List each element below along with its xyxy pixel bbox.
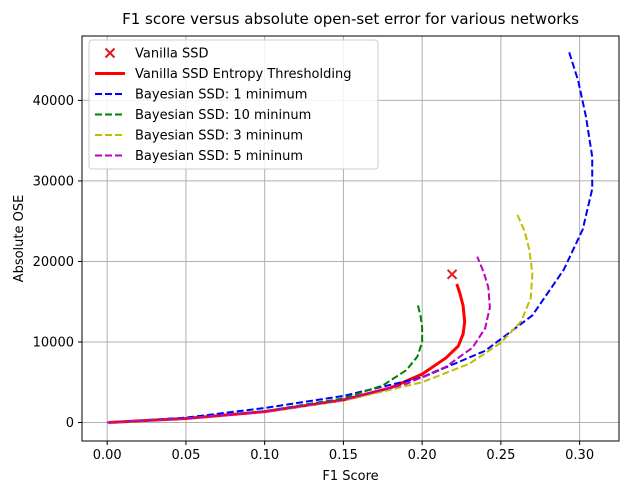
legend-label: Bayesian SSD: 5 mininum	[135, 149, 303, 164]
chart-title: F1 score versus absolute open-set error …	[122, 10, 579, 28]
legend-label: Bayesian SSD: 1 minimum	[135, 88, 307, 103]
series-layer	[107, 50, 594, 424]
legend-item: Vanilla SSD Entropy Thresholding	[95, 67, 351, 82]
legend-item: Vanilla SSD	[104, 47, 209, 62]
x-tick-label: 0.00	[93, 448, 122, 463]
vanilla-ssd-entropy-thresholding-line	[108, 283, 467, 424]
bayesian-ssd-3-mininum-line	[107, 212, 534, 424]
y-tick-label: 40000	[33, 94, 74, 109]
y-axis-label: Absolute OSE	[12, 195, 27, 283]
x-tick-label: 0.30	[565, 448, 594, 463]
legend-item: Bayesian SSD: 10 mininum	[95, 108, 311, 123]
y-tick-label: 0	[66, 416, 74, 431]
legend: Vanilla SSD Vanilla SSD Entropy Threshold…	[88, 39, 379, 170]
bayesian-ssd-5-mininum-line	[107, 256, 491, 424]
y-tick-label: 20000	[33, 255, 74, 270]
x-tick-label: 0.25	[486, 448, 515, 463]
y-tick-label: 30000	[33, 174, 74, 189]
legend-swatch-marker	[104, 47, 116, 59]
plot-frame	[81, 35, 620, 442]
legend-label: Vanilla SSD Entropy Thresholding	[135, 67, 351, 82]
legend-item: Bayesian SSD: 5 mininum	[95, 149, 303, 164]
x-tick-label: 0.15	[329, 448, 358, 463]
legend-item: Bayesian SSD: 3 mininum	[95, 129, 303, 144]
legend-label: Bayesian SSD: 3 mininum	[135, 129, 303, 144]
legend-label: Vanilla SSD	[135, 47, 209, 62]
x-tick-label: 0.05	[171, 448, 200, 463]
legend-label: Bayesian SSD: 10 mininum	[135, 108, 311, 123]
x-axis-label: F1 Score	[322, 469, 378, 484]
vanilla-ssd-marker	[446, 269, 458, 280]
legend-box	[88, 39, 379, 170]
axis-ticks: 0.00 0.05 0.10 0.15 0.20 0.25 0.30 0 10000 20000 3…	[33, 94, 594, 463]
y-tick-label: 10000	[33, 335, 74, 350]
legend-item: Bayesian SSD: 1 minimum	[95, 88, 307, 103]
bayesian-ssd-1-minimum-line	[107, 50, 594, 424]
x-tick-label: 0.10	[250, 448, 279, 463]
x-tick-label: 0.20	[408, 448, 437, 463]
